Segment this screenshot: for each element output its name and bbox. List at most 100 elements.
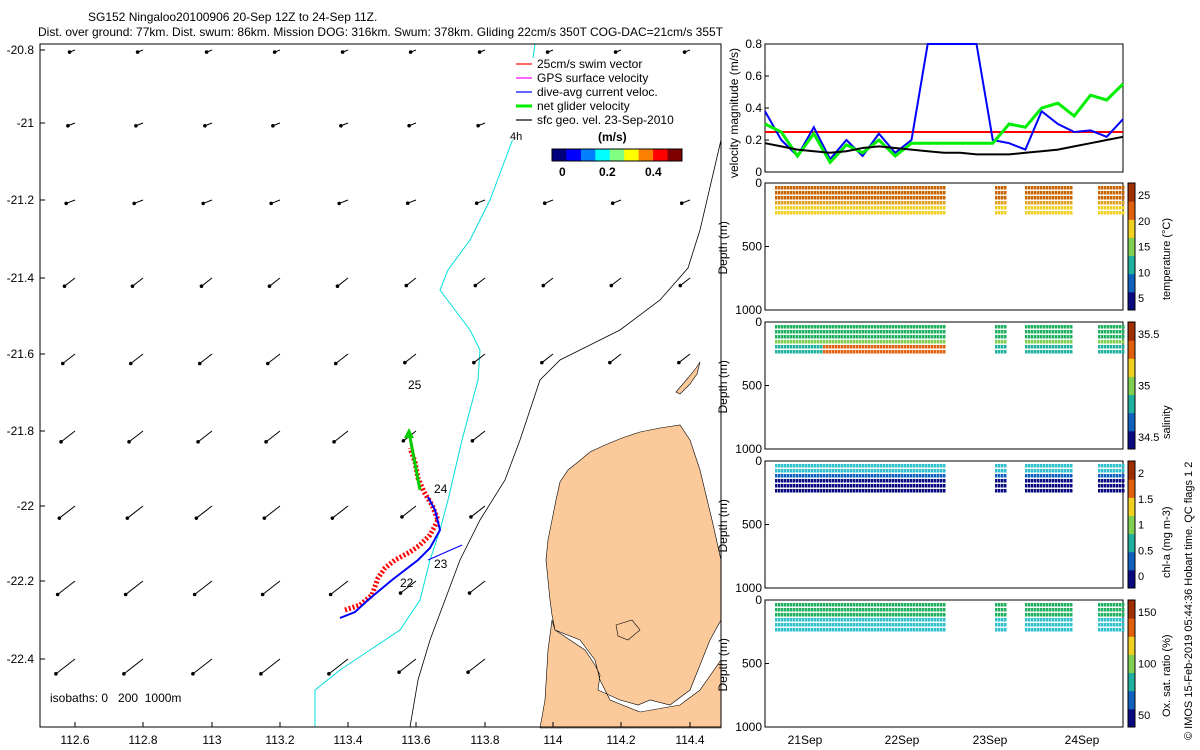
- profile-point: [1116, 469, 1119, 473]
- profile-point: [1028, 196, 1031, 200]
- profile-point: [883, 479, 886, 483]
- profile-point: [1034, 191, 1037, 195]
- profile-point: [847, 196, 850, 200]
- profile-point: [940, 206, 943, 210]
- profile-point: [841, 613, 844, 617]
- profile-point: [838, 489, 841, 493]
- profile-point: [847, 608, 850, 612]
- profile-point: [943, 464, 946, 468]
- legend-label: GPS surface velocity: [537, 71, 648, 85]
- profile-point: [1001, 206, 1004, 210]
- profile-point: [1025, 186, 1028, 190]
- profile-point: [832, 201, 835, 205]
- profile-point: [937, 628, 940, 632]
- profile-point: [862, 340, 865, 344]
- profile-depth-tick: 1000: [735, 303, 762, 317]
- profile-point: [1064, 335, 1067, 339]
- profile-point: [889, 196, 892, 200]
- profile-point: [898, 191, 901, 195]
- profile-point: [1001, 628, 1004, 632]
- vector-arrow: [337, 277, 349, 287]
- profile-point: [844, 489, 847, 493]
- profile-point: [796, 628, 799, 632]
- profile-point: [1004, 196, 1007, 200]
- profile-point: [874, 469, 877, 473]
- profile-point: [781, 469, 784, 473]
- profile-point: [1034, 196, 1037, 200]
- profile-point: [787, 608, 790, 612]
- profile-colorbar-segment: [1128, 273, 1135, 293]
- vector-head: [540, 360, 544, 365]
- profile-point: [1040, 489, 1043, 493]
- profile-point: [1031, 608, 1034, 612]
- profile-point: [844, 345, 847, 349]
- profile-point: [898, 618, 901, 622]
- profile-point: [1107, 335, 1110, 339]
- profile-point: [998, 474, 1001, 478]
- profile-point: [995, 469, 998, 473]
- profile-point: [844, 608, 847, 612]
- profile-point: [823, 350, 826, 354]
- vector-head: [542, 201, 547, 206]
- profile-point: [832, 628, 835, 632]
- profile-point: [1031, 603, 1034, 607]
- profile-point: [829, 489, 832, 493]
- profile-point: [901, 603, 904, 607]
- profile-point: [1031, 325, 1034, 329]
- profile-point: [814, 618, 817, 622]
- profile-point: [802, 201, 805, 205]
- profile-point: [1034, 201, 1037, 205]
- profile-point: [796, 345, 799, 349]
- profile-point: [995, 603, 998, 607]
- profile-point: [883, 350, 886, 354]
- profile-point: [1104, 613, 1107, 617]
- map-xtick-label: 114.2: [606, 733, 635, 747]
- profile-point: [799, 325, 802, 329]
- profile-point: [778, 474, 781, 478]
- profile-point: [937, 464, 940, 468]
- profile-point: [1116, 489, 1119, 493]
- profile-point: [901, 469, 904, 473]
- profile-point: [1104, 201, 1107, 205]
- profile-point: [1055, 474, 1058, 478]
- profile-point: [1004, 623, 1007, 627]
- profile-point: [817, 474, 820, 478]
- vector-arrow: [132, 277, 144, 287]
- profile-point: [1046, 206, 1049, 210]
- profile-point: [1116, 345, 1119, 349]
- profile-point: [901, 325, 904, 329]
- profile-point: [847, 623, 850, 627]
- vector-head: [340, 50, 345, 54]
- profile-point: [898, 211, 901, 215]
- profile-point: [886, 469, 889, 473]
- profile-point: [811, 474, 814, 478]
- profile-point: [871, 196, 874, 200]
- profile-point: [826, 211, 829, 215]
- profile-point: [1034, 484, 1037, 488]
- profile-point: [868, 186, 871, 190]
- profile-point: [1119, 489, 1122, 493]
- vector-head: [327, 672, 331, 676]
- profile-point: [931, 489, 934, 493]
- profile-point: [883, 335, 886, 339]
- profile-point: [832, 464, 835, 468]
- profile-point: [1064, 618, 1067, 622]
- profile-point: [907, 211, 910, 215]
- profile-point: [937, 474, 940, 478]
- profile-point: [1004, 464, 1007, 468]
- profile-point: [928, 474, 931, 478]
- profile-point: [823, 201, 826, 205]
- profile-point: [856, 211, 859, 215]
- vector-head: [194, 516, 199, 520]
- profile-point: [1052, 479, 1055, 483]
- profile-point: [820, 340, 823, 344]
- profile-colorbar-segment: [1128, 600, 1135, 619]
- vector-head: [272, 50, 277, 54]
- profile-point: [838, 479, 841, 483]
- profile-point: [1052, 469, 1055, 473]
- profile-point: [895, 340, 898, 344]
- profile-point: [865, 211, 868, 215]
- profile-point: [784, 330, 787, 334]
- profile-point: [1034, 618, 1037, 622]
- profile-point: [853, 484, 856, 488]
